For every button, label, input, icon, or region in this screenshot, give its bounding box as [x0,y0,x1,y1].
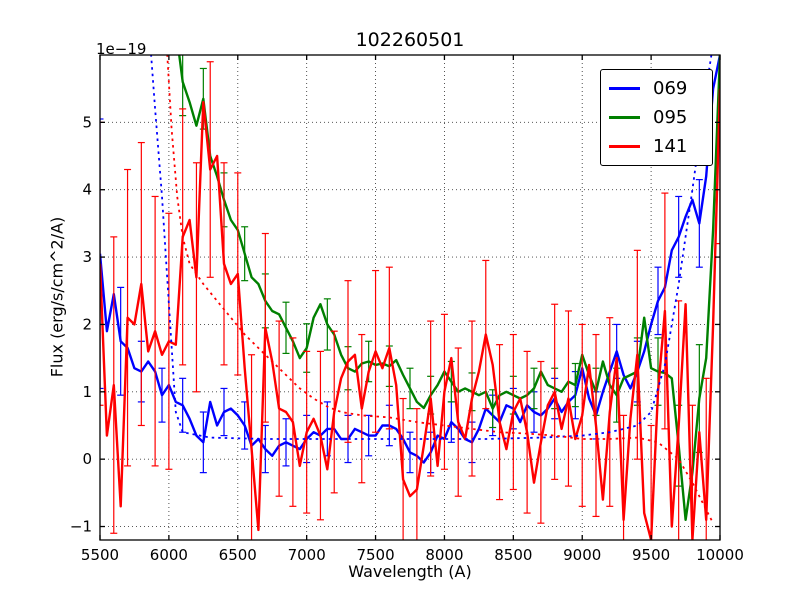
x-tick-label: 6000 [150,546,188,564]
x-tick-label: 8000 [425,546,463,564]
legend-entry-069: 069 [609,74,704,103]
x-axis-label: Wavelength (A) [348,562,472,581]
plot-title: 102260501 [355,29,465,51]
x-tick-label: 5500 [81,546,119,564]
y-tick-label: 4 [82,181,92,199]
y-tick-label: 0 [82,450,92,468]
tick-labels: 5500 6000 6500 7000 7500 8000 8500 9000 9500 1000… [70,113,744,564]
legend-entry-095: 095 [609,103,704,132]
y-tick-label: 2 [82,315,92,333]
legend-entry-141: 141 [609,132,704,161]
y-tick-label: −1 [70,518,92,536]
y-axis-offset-label: 1e−19 [96,40,147,58]
legend-label-141: 141 [653,135,688,157]
legend-line-sample-095 [609,116,640,119]
series-line-141 [100,88,720,540]
legend-line-sample-069 [609,87,640,90]
x-tick-label: 10000 [696,546,744,564]
x-tick-label: 8500 [494,546,532,564]
y-tick-label: 1 [82,383,92,401]
y-tick-label: 3 [82,248,92,266]
y-axis-label: Flux (erg/s/cm^2/A) [47,216,67,378]
x-tick-label: 7500 [356,546,394,564]
legend-label-069: 069 [653,77,688,99]
legend: 069 095 141 [600,69,713,166]
series-line-069 [100,55,720,464]
legend-line-sample-141 [609,145,640,148]
x-tick-label: 9500 [632,546,670,564]
axes-frame [99,54,721,541]
x-tick-label: 7000 [288,546,326,564]
x-tick-label: 6500 [219,546,257,564]
series-dotted-141 template [166,55,714,524]
plot-data [100,55,720,540]
y-tick-label: 5 [82,113,92,131]
legend-label-095: 095 [653,106,688,128]
x-tick-label: 9000 [563,546,601,564]
